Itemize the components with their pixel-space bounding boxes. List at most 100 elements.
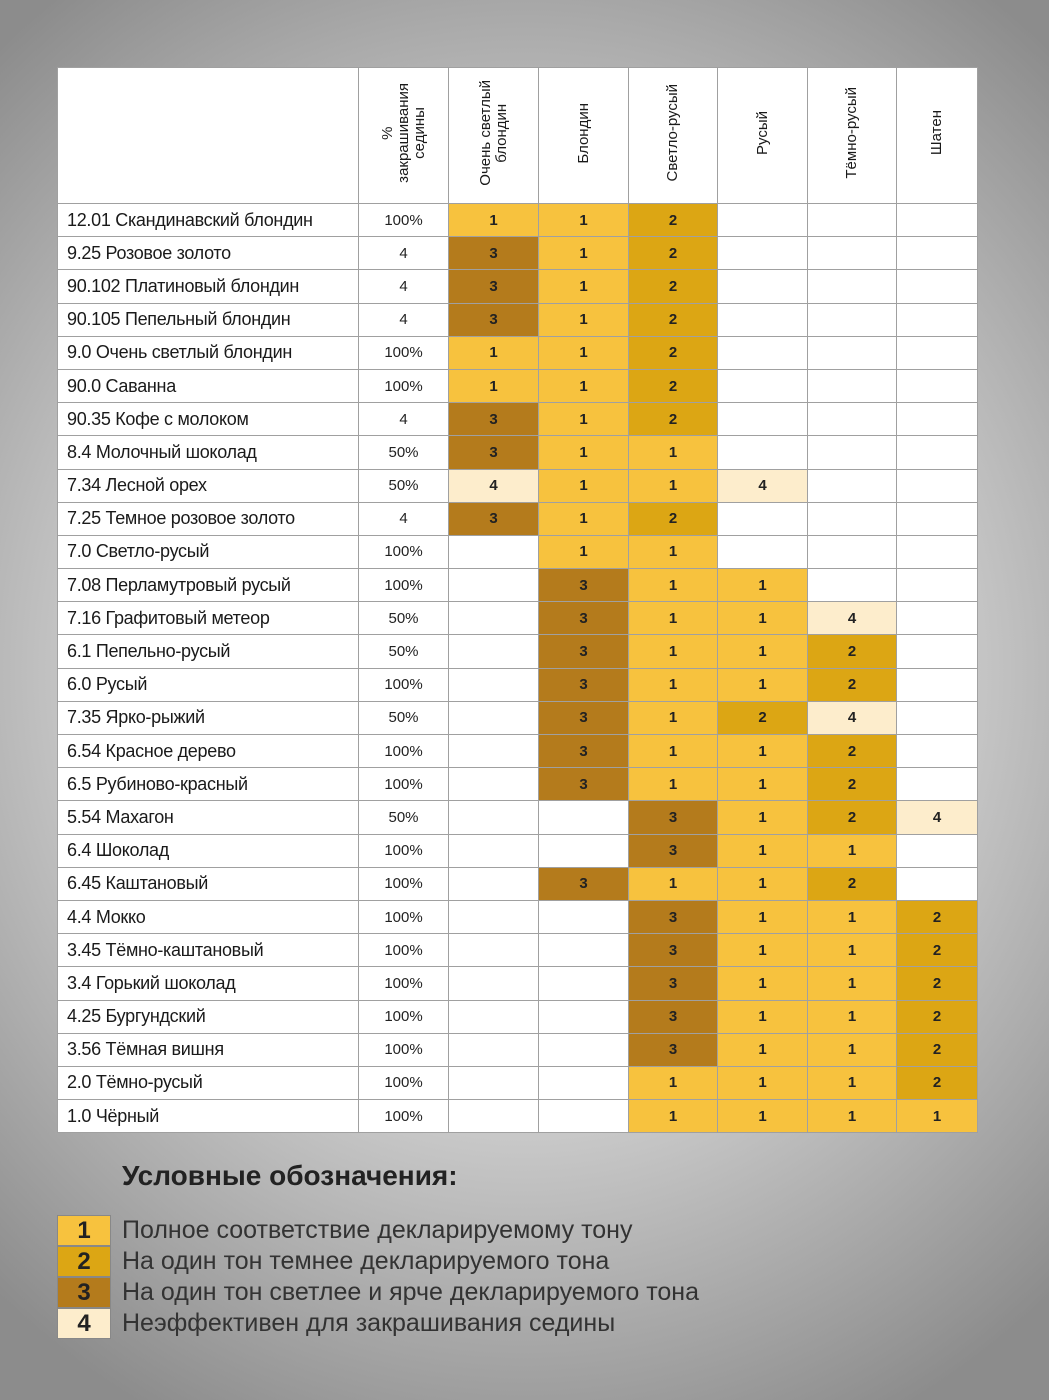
- shade-name: 7.0 Светло-русый: [57, 534, 359, 570]
- shade-name: 12.01 Скандинавский блондин: [57, 202, 359, 238]
- result-cell: [538, 1099, 629, 1134]
- result-cell: [448, 534, 539, 570]
- table-row: 1.0 Чёрный 100% 1 1 1 1: [57, 1099, 978, 1134]
- result-cell: 1: [538, 335, 629, 370]
- header-text: % закрашивания седины: [379, 83, 428, 183]
- result-cell: [448, 800, 539, 835]
- result-cell: 4: [896, 800, 978, 835]
- table-row: 90.35 Кофе с молоком 4 3 1 2: [57, 402, 978, 437]
- result-cell: 1: [807, 966, 897, 1001]
- result-cell: 3: [448, 402, 539, 437]
- result-cell: 1: [538, 202, 629, 238]
- grey-coverage: 100%: [358, 667, 449, 702]
- result-cell: 3: [628, 999, 718, 1034]
- header-text: Блондин: [575, 103, 592, 164]
- shade-name: 3.45 Тёмно-каштановый: [57, 933, 359, 968]
- result-cell: 4: [448, 468, 539, 503]
- shade-name: 7.08 Перламутровый русый: [57, 568, 359, 603]
- result-cell: 1: [538, 501, 629, 536]
- table-row: 3.45 Тёмно-каштановый 100% 3 1 1 2: [57, 933, 978, 968]
- result-cell: 1: [896, 1099, 978, 1134]
- result-cell: 3: [538, 634, 629, 669]
- result-cell: [448, 700, 539, 736]
- column-header: Светло-русый: [628, 67, 718, 204]
- result-cell: 3: [538, 667, 629, 702]
- grey-coverage: 50%: [358, 435, 449, 470]
- result-cell: [448, 767, 539, 802]
- result-cell: [807, 236, 897, 271]
- result-cell: 1: [717, 866, 808, 901]
- result-cell: 3: [628, 966, 718, 1001]
- result-cell: 3: [628, 833, 718, 868]
- result-cell: 1: [628, 866, 718, 901]
- result-cell: [896, 202, 978, 238]
- table-row: 90.102 Платиновый блондин 4 3 1 2: [57, 269, 978, 304]
- result-cell: 1: [538, 435, 629, 470]
- shade-name: 7.35 Ярко-рыжий: [57, 700, 359, 736]
- result-cell: 3: [448, 236, 539, 271]
- header-line: седины: [410, 107, 428, 159]
- result-cell: [448, 1032, 539, 1067]
- result-cell: [896, 833, 978, 868]
- result-cell: 1: [717, 899, 808, 935]
- result-cell: 1: [717, 568, 808, 603]
- shade-name: 4.4 Мокко: [57, 899, 359, 935]
- table-row: 7.25 Темное розовое золото 4 3 1 2: [57, 501, 978, 536]
- result-cell: [807, 335, 897, 370]
- result-cell: [896, 568, 978, 603]
- result-cell: 1: [628, 733, 718, 769]
- result-cell: 1: [807, 999, 897, 1034]
- result-cell: 1: [717, 733, 808, 769]
- header-text: Тёмно-русый: [843, 87, 860, 179]
- result-cell: [807, 501, 897, 536]
- result-cell: 1: [807, 1099, 897, 1134]
- result-cell: [717, 368, 808, 404]
- result-cell: 3: [628, 800, 718, 835]
- shade-name: 90.105 Пепельный блондин: [57, 302, 359, 337]
- result-cell: 2: [896, 1065, 978, 1101]
- legend-text: На один тон темнее декларируемого тона: [122, 1247, 610, 1275]
- header-text: Очень светлый блондин: [477, 80, 510, 186]
- shade-name: 90.102 Платиновый блондин: [57, 269, 359, 304]
- result-cell: 2: [628, 302, 718, 337]
- result-cell: [448, 634, 539, 669]
- result-cell: [717, 534, 808, 570]
- table-row: 2.0 Тёмно-русый 100% 1 1 1 2: [57, 1065, 978, 1101]
- result-cell: [717, 202, 808, 238]
- result-cell: 1: [628, 1099, 718, 1134]
- shade-name: 90.35 Кофе с молоком: [57, 402, 359, 437]
- result-cell: [896, 335, 978, 370]
- table-row: 6.4 Шоколад 100% 3 1 1: [57, 833, 978, 868]
- result-cell: [807, 468, 897, 503]
- grey-coverage: 100%: [358, 335, 449, 370]
- result-cell: 2: [628, 236, 718, 271]
- result-cell: [896, 501, 978, 536]
- column-header: Шатен: [896, 67, 978, 204]
- header-line: Русый: [753, 111, 771, 155]
- table-row: 7.34 Лесной орех 50% 4 1 1 4: [57, 468, 978, 503]
- shade-name: 9.25 Розовое золото: [57, 236, 359, 271]
- shade-table: % закрашивания седины Очень светлый блондин Б…: [57, 67, 978, 1134]
- result-cell: [896, 601, 978, 636]
- result-cell: [896, 534, 978, 570]
- result-cell: 3: [628, 899, 718, 935]
- column-header: Русый: [717, 67, 808, 204]
- result-cell: [896, 700, 978, 736]
- column-header: % закрашивания седины: [358, 67, 449, 204]
- result-cell: 2: [807, 634, 897, 669]
- shade-name: 8.4 Молочный шоколад: [57, 435, 359, 470]
- result-cell: 1: [717, 966, 808, 1001]
- grey-coverage: 100%: [358, 534, 449, 570]
- result-cell: [896, 866, 978, 901]
- result-cell: 1: [717, 634, 808, 669]
- result-cell: [896, 236, 978, 271]
- header-line: Тёмно-русый: [843, 87, 860, 179]
- result-cell: [896, 402, 978, 437]
- result-cell: [448, 899, 539, 935]
- result-cell: [448, 1099, 539, 1134]
- header-row: % закрашивания седины Очень светлый блондин Б…: [57, 67, 978, 204]
- header-text: Русый: [753, 111, 771, 155]
- result-cell: [448, 601, 539, 636]
- legend-title: Условные обозначения:: [122, 1160, 458, 1191]
- result-cell: 2: [628, 402, 718, 437]
